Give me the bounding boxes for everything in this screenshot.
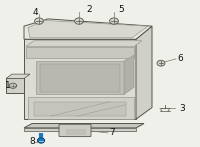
Polygon shape [28, 97, 134, 119]
Polygon shape [136, 26, 152, 119]
Polygon shape [6, 78, 24, 93]
Polygon shape [6, 74, 30, 78]
FancyBboxPatch shape [59, 124, 91, 137]
Polygon shape [24, 128, 136, 131]
Text: 7: 7 [109, 128, 115, 137]
Polygon shape [26, 46, 134, 58]
Text: 4: 4 [32, 8, 38, 17]
Polygon shape [26, 41, 142, 46]
Circle shape [35, 18, 43, 24]
Text: 2: 2 [86, 5, 92, 14]
Polygon shape [24, 19, 152, 39]
Circle shape [37, 138, 45, 143]
Circle shape [110, 18, 118, 24]
Text: 3: 3 [179, 104, 185, 113]
Polygon shape [28, 20, 148, 38]
Polygon shape [24, 123, 144, 128]
Circle shape [9, 83, 17, 88]
Polygon shape [34, 102, 126, 116]
Polygon shape [36, 61, 124, 95]
Text: 8: 8 [29, 137, 35, 146]
Polygon shape [124, 55, 134, 95]
Polygon shape [40, 64, 120, 92]
Polygon shape [24, 39, 136, 119]
Text: 6: 6 [177, 54, 183, 63]
Circle shape [75, 18, 83, 24]
Circle shape [157, 60, 165, 66]
Text: 5: 5 [118, 5, 124, 14]
Text: 1: 1 [5, 81, 11, 90]
